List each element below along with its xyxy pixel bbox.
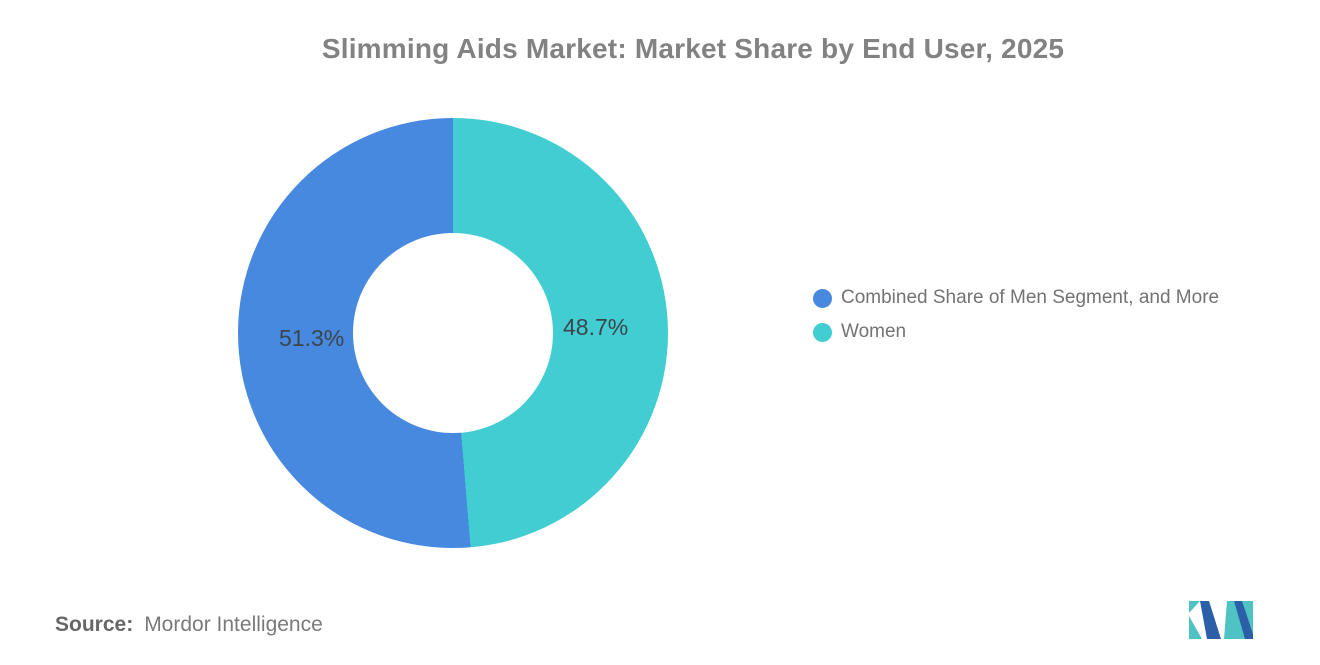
- logo-shape: [1189, 616, 1202, 639]
- legend-item-men-combined[interactable]: Combined Share of Men Segment, and More: [813, 287, 1219, 309]
- chart-title: Slimming Aids Market: Market Share by En…: [321, 33, 1065, 64]
- logo-shape: [1234, 601, 1253, 639]
- legend-label-women: Women: [841, 321, 907, 342]
- logo-shape: [1200, 601, 1221, 639]
- donut-chart[interactable]: 51.3% 48.7%: [238, 118, 668, 548]
- source-value: Mordor Intelligence: [144, 613, 323, 636]
- source-label: Source:: [55, 613, 134, 636]
- slice-label-women: 48.7%: [563, 314, 629, 340]
- legend-item-women[interactable]: Women: [813, 321, 1219, 343]
- mordor-intelligence-logo-icon[interactable]: [1189, 601, 1253, 639]
- legend-label-men-combined: Combined Share of Men Segment, and More: [841, 287, 1220, 308]
- legend-marker-women-icon: [813, 322, 832, 342]
- slice-label-men-combined: 51.3%: [279, 325, 345, 351]
- legend: Combined Share of Men Segment, and More …: [813, 287, 1219, 343]
- legend-marker-men-combined-icon: [813, 288, 832, 308]
- source-line: Source: Mordor Intelligence: [55, 613, 323, 637]
- donut-hole: [353, 233, 553, 433]
- logo-shape: [1189, 601, 1200, 613]
